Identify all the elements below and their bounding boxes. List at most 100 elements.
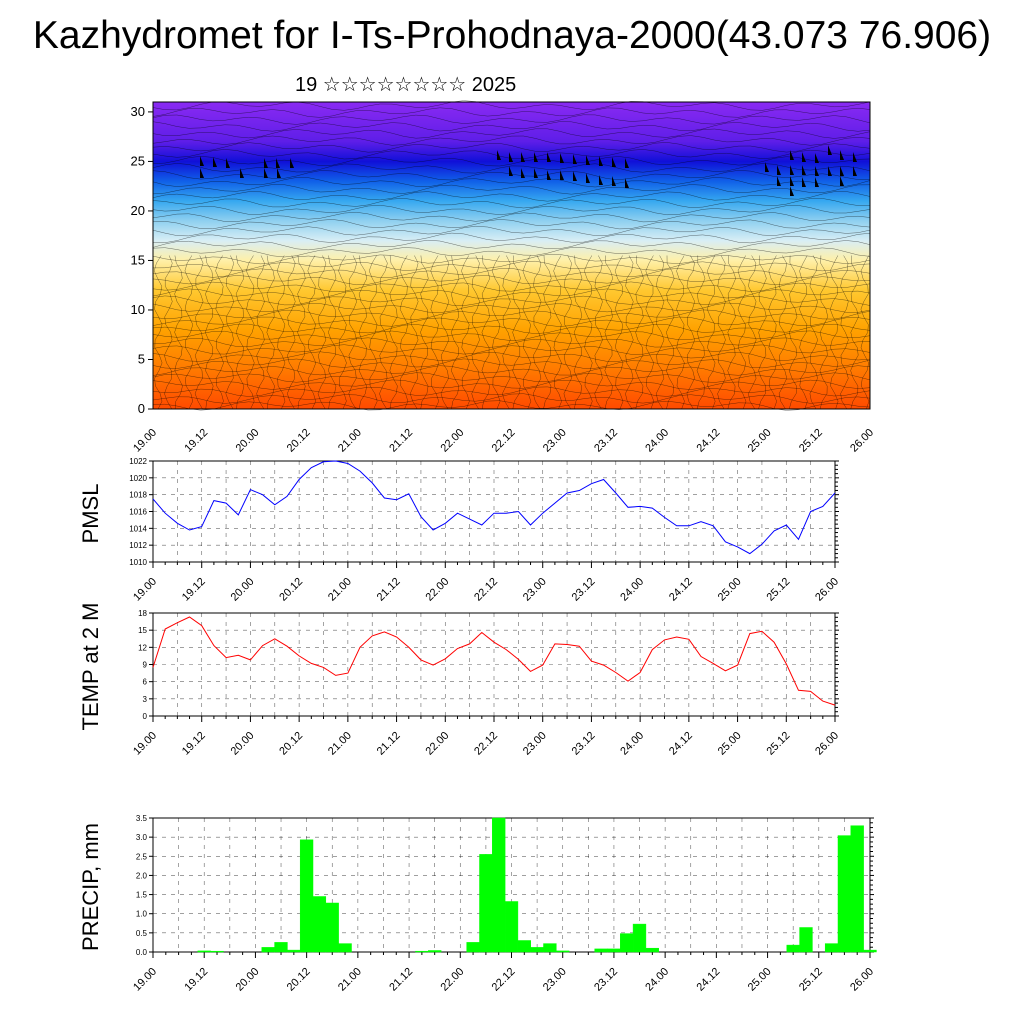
x-tick-label: 19.00: [131, 427, 159, 455]
y-tick-label: 20: [131, 203, 145, 218]
wind-streamlines: [152, 100, 871, 411]
wind-flag: [573, 154, 577, 164]
y-tick-label: 0.0: [136, 948, 148, 957]
wind-flag: [226, 158, 230, 168]
wind-flag: [560, 170, 564, 180]
streamline: [152, 254, 871, 265]
streamline: [512, 255, 521, 410]
streamline: [737, 255, 747, 410]
y-axis-label: PRECIP, mm: [78, 823, 103, 951]
streamline: [215, 255, 224, 410]
streamline: [152, 365, 871, 376]
wind-flag: [790, 176, 794, 186]
x-tick-label: 21.00: [336, 427, 364, 455]
x-tick-label: 21.00: [336, 966, 364, 994]
wind-flag: [277, 168, 281, 178]
y-tick-label: 1018: [129, 491, 147, 500]
wind-flag: [521, 168, 525, 178]
wind-flag: [802, 165, 806, 175]
wind-flag: [840, 150, 844, 160]
precip-bar: [850, 825, 864, 953]
precip-bar: [517, 940, 531, 953]
x-tick-label: 24.00: [643, 966, 671, 994]
streamline: [152, 135, 871, 146]
wind-flag: [777, 165, 781, 175]
wind-flag: [840, 166, 844, 176]
precip-bar: [428, 950, 442, 953]
streamline: [491, 255, 501, 410]
streamline: [645, 255, 655, 410]
precip-bar: [799, 927, 813, 953]
wind-flag: [547, 152, 551, 162]
streamline: [358, 255, 368, 410]
wind-flag: [497, 150, 501, 160]
x-tick-label: 20.12: [277, 730, 305, 758]
x-tick-label: 25.12: [797, 427, 825, 455]
x-tick-label: 24.00: [618, 576, 646, 604]
y-tick-label: 6: [143, 678, 148, 687]
x-tick-label: 25.00: [746, 427, 774, 455]
wind-flag: [612, 176, 616, 186]
streamline: [440, 255, 450, 410]
streamline: [235, 255, 245, 410]
precip-bar: [645, 947, 659, 953]
streamline: [152, 156, 871, 167]
precip-bar: [415, 950, 429, 953]
streamline: [225, 255, 235, 410]
streamline: [152, 302, 871, 313]
streamline: [152, 351, 871, 362]
streamline: [152, 309, 871, 320]
x-tick-label: 20.00: [229, 730, 257, 758]
y-axis-label: PMSL: [78, 484, 103, 544]
wind-flag: [802, 152, 806, 162]
streamline: [748, 255, 757, 410]
precip-bar: [837, 835, 852, 953]
streamline: [389, 255, 398, 410]
streamline: [152, 274, 871, 286]
streamline: [850, 255, 859, 410]
x-tick-label: 22.12: [490, 966, 518, 994]
wind-flag: [586, 155, 590, 165]
x-tick-label: 25.12: [797, 966, 825, 994]
wind-flag: [802, 177, 806, 187]
x-tick-label: 21.00: [326, 730, 354, 758]
precip-bar: [299, 839, 314, 953]
x-tick-label: 26.00: [813, 730, 841, 758]
streamline: [573, 255, 583, 410]
streamline: [317, 255, 327, 410]
x-tick-label: 19.12: [180, 576, 208, 604]
streamline: [553, 255, 562, 410]
x-tick-label: 20.12: [277, 576, 305, 604]
y-tick-label: 1.0: [136, 910, 148, 919]
wind-flag: [290, 158, 294, 168]
streamline: [152, 393, 871, 404]
y-tick-label: 10: [131, 302, 145, 317]
streamline: [328, 255, 337, 410]
streamline: [194, 255, 204, 410]
streamline: [152, 386, 871, 397]
y-tick-label: 0.5: [136, 929, 148, 938]
cross-section-field: [153, 102, 870, 409]
x-tick-label: 23.12: [570, 730, 598, 758]
x-tick-label: 20.12: [285, 966, 313, 994]
streamline: [152, 281, 871, 292]
x-tick-label: 22.12: [472, 730, 500, 758]
streamline: [676, 255, 685, 410]
x-tick-label: 26.00: [813, 576, 841, 604]
x-tick-label: 23.12: [592, 966, 620, 994]
wind-flag: [534, 168, 538, 178]
streamline: [768, 255, 777, 410]
x-tick-label: 25.12: [764, 576, 792, 604]
wind-flag: [213, 157, 217, 167]
y-tick-label: 1012: [129, 541, 147, 550]
x-tick-label: 20.12: [285, 427, 313, 455]
streamline: [297, 255, 306, 410]
x-tick-label: 24.12: [667, 730, 695, 758]
streamline: [532, 255, 542, 410]
streamline: [778, 255, 788, 410]
precip-bar: [863, 949, 877, 953]
precip-bar: [274, 942, 288, 953]
wind-flag: [765, 162, 769, 172]
y-tick-label: 1022: [129, 457, 147, 466]
y-tick-label: 1.5: [136, 891, 148, 900]
